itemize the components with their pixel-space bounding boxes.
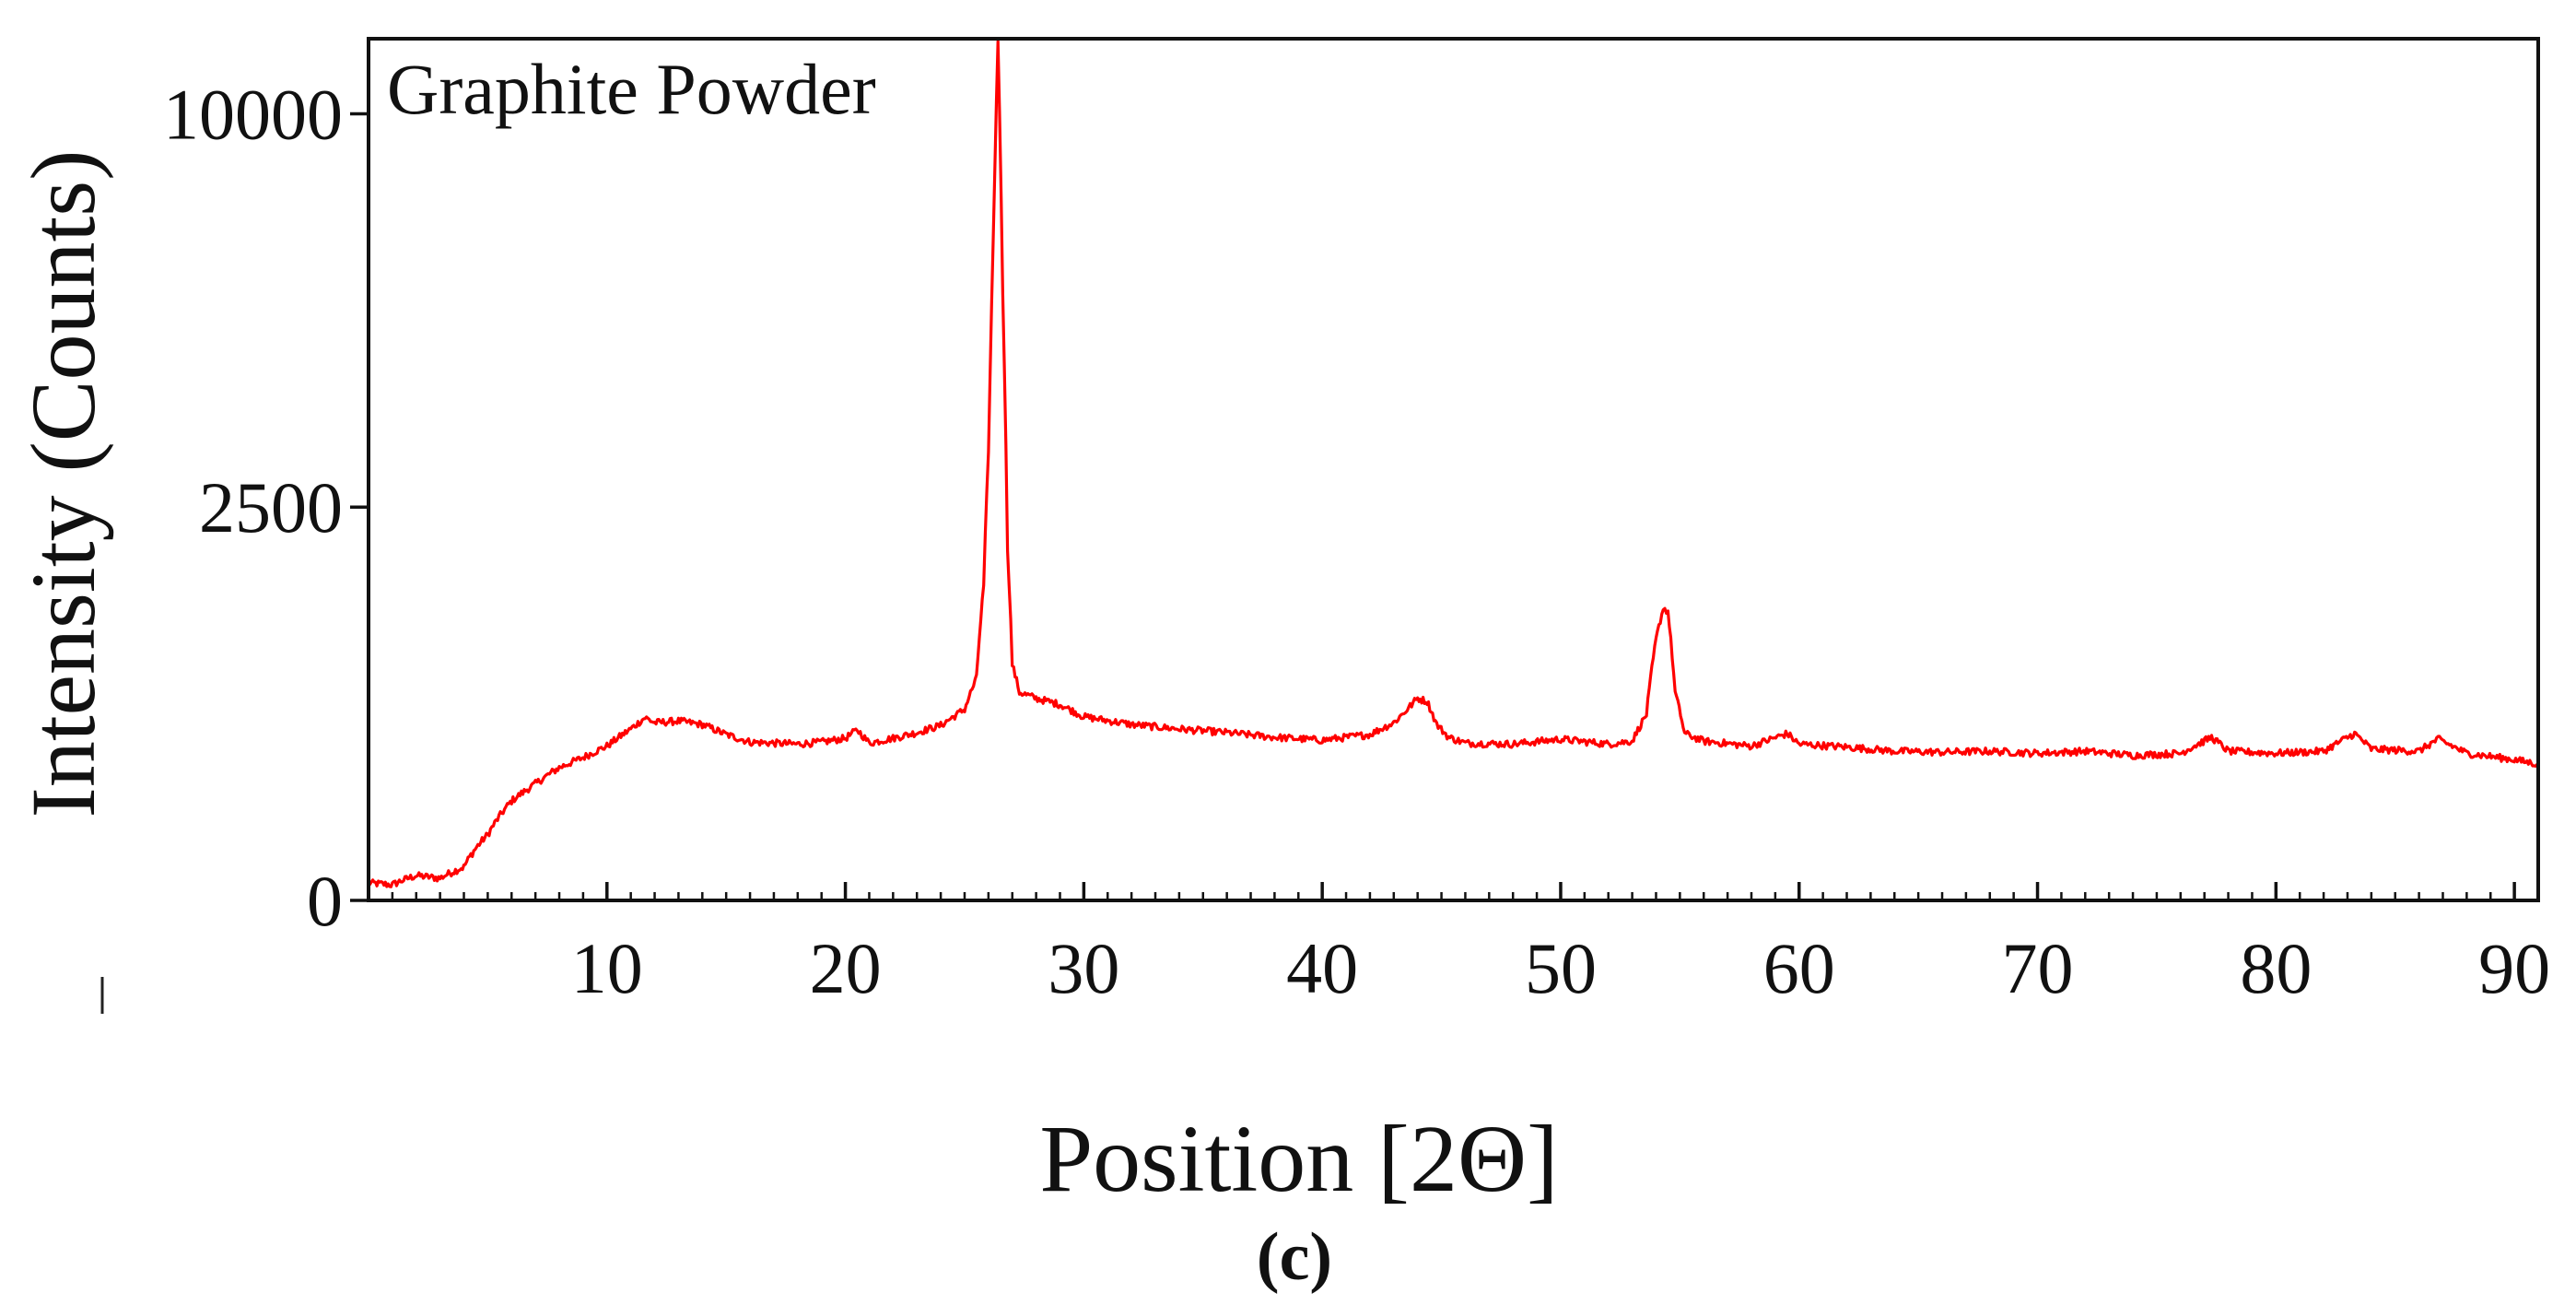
x-tick-label: 20 [810,928,882,1008]
y-tick-label: 2500 [199,467,343,547]
x-tick-label: 10 [571,928,643,1008]
plot-frame [367,37,2540,902]
x-tick-label: 40 [1286,928,1358,1008]
x-tick-label: 90 [2478,928,2550,1008]
y-tick-label: 0 [307,861,343,941]
x-axis-label: Position [2Θ] [1039,1106,1558,1212]
x-tick-label: 50 [1525,928,1597,1008]
y-tick-label: 10000 [163,74,343,154]
series-line-0 [369,40,2538,888]
chart-title: Graphite Powder [387,49,876,129]
axes: 10 20 30 40 50 60 70 80 90 0 2500 10000 [163,37,2550,1008]
x-tick-label: 70 [2002,928,2074,1008]
x-tick-label: 30 [1048,928,1119,1008]
figure-caption: (c) [1257,1219,1332,1295]
x-tick-label: 80 [2240,928,2312,1008]
x-tick-label: 60 [1763,928,1835,1008]
plot-area [369,40,2538,888]
y-axis-label: Intensity (Counts) [12,150,114,818]
